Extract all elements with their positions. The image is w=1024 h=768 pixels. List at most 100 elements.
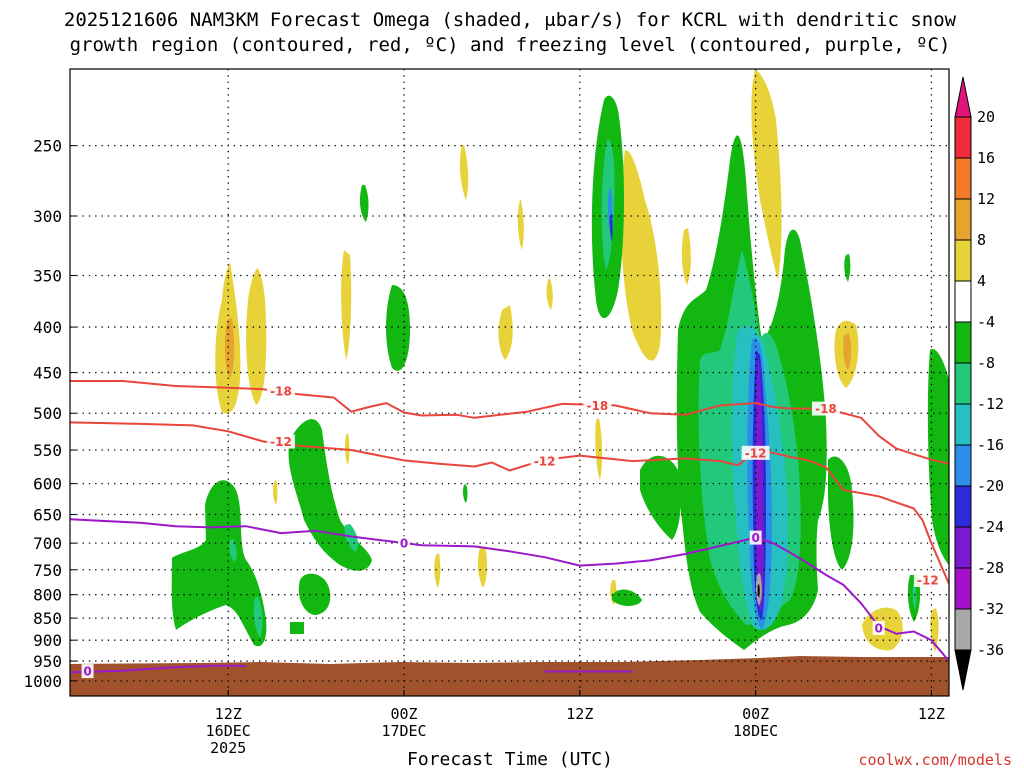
x-tick-label: 2025 [210,739,246,757]
contour-label-bg [583,398,612,413]
x-tick-label: 12Z [566,705,593,723]
colorbar-swatch [954,567,972,610]
contour-label-bg [266,434,295,449]
colorbar-label: 20 [977,108,995,126]
omega-negative-region [171,480,267,647]
colorbar-label: -4 [977,313,995,331]
purple-contour-label: 0 [83,665,91,679]
omega-positive-region [751,69,782,280]
terrain-surface [70,656,949,696]
omega-negative-region [927,349,949,565]
red-contour-label: -12 [534,455,556,469]
omega-negative-region [298,573,331,615]
y-tick-label: 850 [33,609,62,628]
colorbar-label: -12 [977,395,1004,413]
contour-label-bg [811,401,840,416]
colorbar: 20 16 12 8 4 -4 -8 -12 -16 -20 -24 -28 -32 -36 [954,76,1004,691]
red-contour-label: -18 [587,399,609,413]
y-tick-label: 700 [33,534,62,553]
contour-label-bg [266,383,295,398]
x-tick-label: 12Z [918,705,945,723]
y-tick-label: 950 [33,652,62,671]
omega-negative-region [290,622,304,634]
omega-negative-region [386,285,410,371]
colorbar-swatch [954,280,972,323]
y-tick-label: 250 [33,137,62,156]
purple-contour-label: 0 [751,531,759,545]
contour-label-bg [81,664,94,679]
omega-positive-region [341,250,352,360]
credit-link[interactable]: coolwx.com/models [858,751,1012,768]
colorbar-swatch [954,526,972,569]
contour-label-bg [398,536,411,551]
omega-negative-region [828,456,854,570]
omega-negative-region [640,455,681,540]
omega-positive-region [546,278,553,310]
contour-label-bg [749,530,762,545]
colorbar-label: -28 [977,559,1004,577]
contour-labels: -18 -18 -18 -12 -12 -12 -12 0 0 0 0 [81,383,942,679]
colorbar-swatch [954,116,972,159]
omega-positive-region [272,480,278,505]
omega-positive-region [843,333,852,370]
y-tick-label: 450 [33,364,62,383]
colorbar-label: 4 [977,272,986,290]
colorbar-label: -32 [977,600,1004,618]
colorbar-label: 16 [977,149,995,167]
omega-negative-region [755,360,764,611]
omega-positive-region [517,200,524,250]
x-tick-label: 00Z [742,705,769,723]
omega-negative-region [844,254,851,282]
omega-negative-region [912,585,917,610]
purple-contour-line [70,518,949,662]
y-tick-label: 600 [33,475,62,494]
y-tick-label: 550 [33,441,62,460]
contour-label-bg [913,572,942,587]
omega-positive-region [595,418,603,480]
omega-positive-region [224,318,235,378]
colorbar-label: -36 [977,641,1004,659]
omega-negative-region [609,214,613,242]
colorbar-bottom-triangle [954,649,972,691]
colorbar-label: -8 [977,354,995,372]
omega-negative-region [344,524,358,552]
omega-positive-region [498,305,513,360]
omega-negative-region [288,419,372,571]
red-contour-label: -18 [270,384,292,398]
red-contour-label: -18 [815,402,837,416]
x-tick-label: 00Z [390,705,417,723]
x-tick-label: 16DEC [206,722,251,740]
y-axis: 250 300 350 400 450 500 550 600 650 700 750 800 850 9… [23,137,76,691]
x-tick-label: 12Z [215,705,242,723]
colorbar-swatch [954,321,972,364]
colorbar-swatch [954,362,972,405]
y-tick-label: 900 [33,631,62,650]
omega-positive-region [434,553,441,588]
omega-positive-region [681,228,691,285]
omega-shading [171,69,949,652]
colorbar-label: -16 [977,436,1004,454]
y-tick-label: 500 [33,404,62,423]
red-contour-label: -12 [917,573,939,587]
colorbar-top-triangle [954,76,972,118]
purple-contour-label: 0 [400,537,408,551]
colorbar-label: 8 [977,231,986,249]
colorbar-swatch [954,198,972,241]
omega-negative-region [229,539,237,562]
purple-contour-label: 0 [875,621,883,635]
purple-contour-line [70,664,246,674]
omega-negative-region [462,484,468,503]
y-tick-label: 750 [33,561,62,580]
colorbar-swatch [954,157,972,200]
y-tick-label: 350 [33,267,62,286]
x-tick-label: 17DEC [381,722,426,740]
chart-title-line1: 2025121606 NAM3KM Forecast Omega (shaded… [64,9,957,31]
y-tick-label: 1000 [23,672,62,691]
contour-label-bg [530,454,559,469]
colorbar-swatch [954,403,972,446]
colorbar-label: -24 [977,518,1004,536]
y-tick-label: 650 [33,506,62,525]
omega-positive-region [246,268,267,405]
colorbar-swatch [954,485,972,528]
